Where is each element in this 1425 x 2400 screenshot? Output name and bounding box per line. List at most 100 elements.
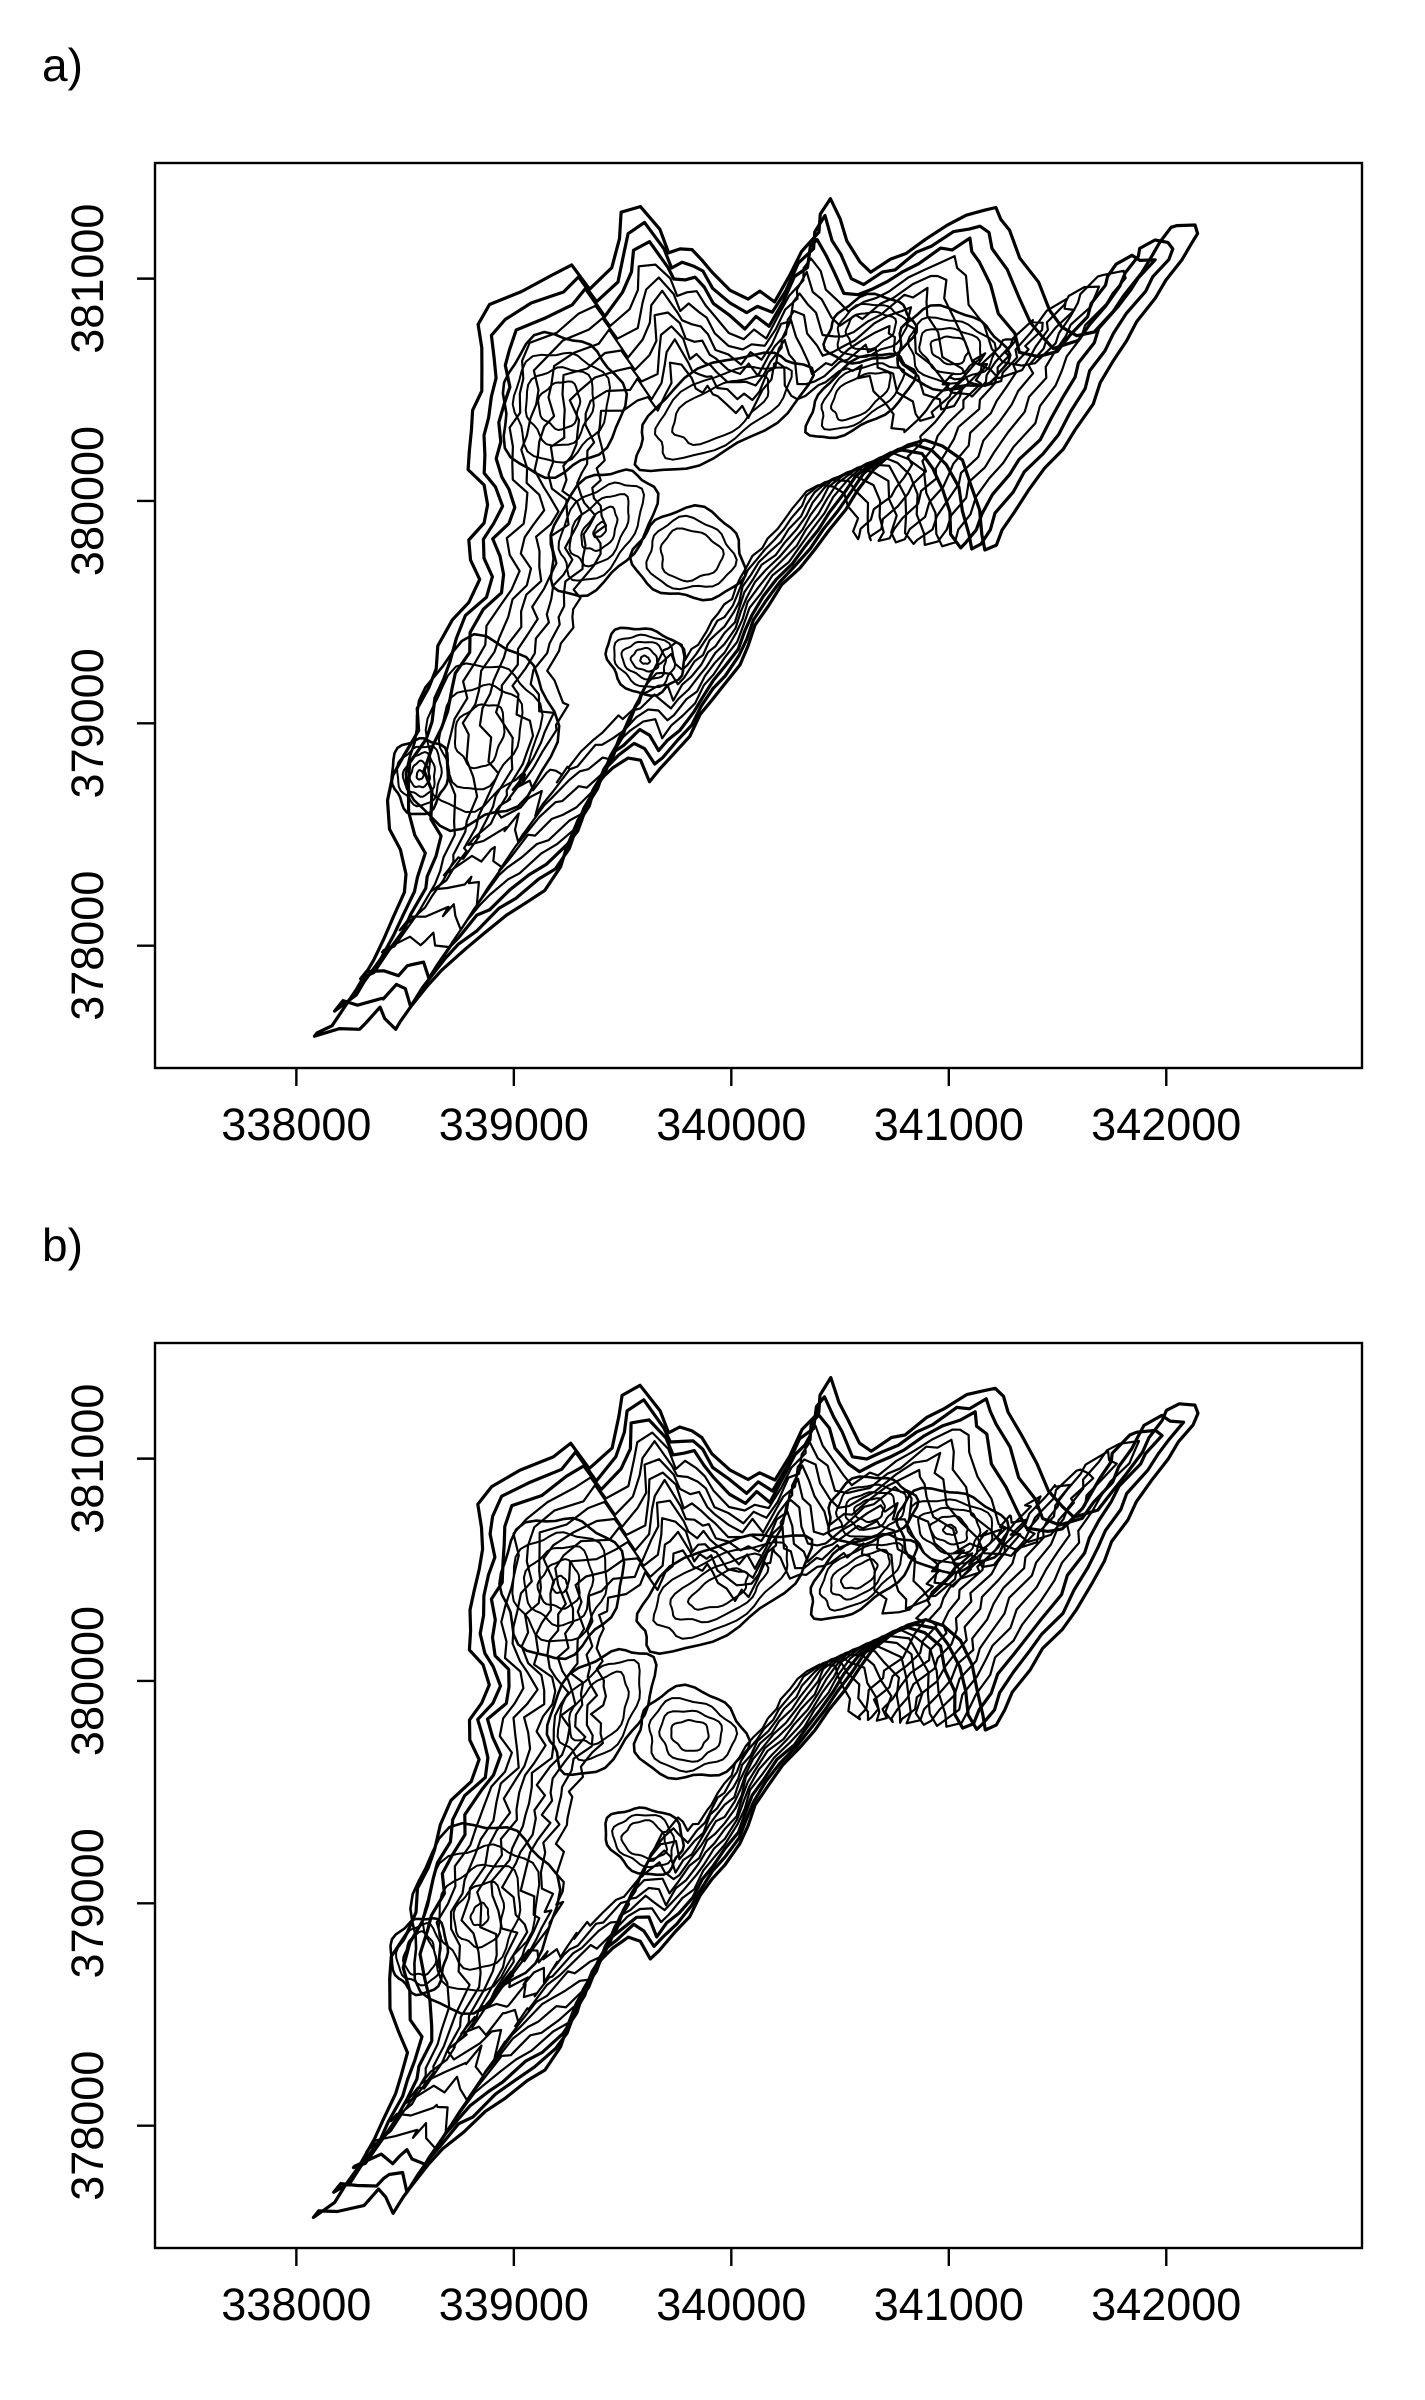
contour-line [421,1843,541,1992]
contour-line [670,1719,710,1752]
contour-line [804,352,918,440]
x-tick-label: 338000 [221,2279,371,2330]
contour-line [536,1558,581,1610]
contour-line [592,520,607,539]
contour-line [929,335,970,366]
contour-line [415,769,425,781]
contour-line [620,1819,668,1861]
contour-line [844,310,898,351]
contour-line [469,1901,490,1927]
y-tick-label: 378000 [62,2051,113,2201]
y-tick-label: 378000 [62,871,113,1021]
contour-line [604,626,687,698]
contour-line [404,632,561,833]
contour-line [635,1533,814,1655]
contour-line [917,1506,982,1555]
contour-line [830,1548,891,1601]
y-tick-label: 381000 [62,1384,113,1534]
contour-line [906,316,997,385]
contour-group [312,197,1200,1038]
contour-line [645,514,738,591]
contour-line [853,1497,886,1524]
contour-line [511,351,611,464]
contour-line [840,1558,879,1590]
x-tick-label: 338000 [221,1099,371,1150]
plot-frame [153,1341,1364,2250]
contour-line [632,1683,752,1781]
contour-line [453,703,506,770]
contour-line [389,1916,450,1997]
contour-line [809,1532,919,1621]
panel-label-a: a) [42,39,83,91]
contour-line [537,380,582,431]
contour-line [524,366,595,447]
contour-line [894,1486,1011,1575]
contour-group [311,1376,1200,2220]
contour-line [604,1806,686,1877]
contour-line [818,1542,904,1612]
contour-line [549,468,660,598]
chart-panel-b: b) 338000 339000 340000 341000 342000 378000 3… [0,1180,1425,2360]
x-tick-label: 341000 [874,1099,1024,1150]
contour-line [495,338,989,819]
contour-line [580,505,619,552]
contour-line [452,1880,506,1949]
contour-line [628,504,747,602]
contour-line [437,683,524,791]
contour-line [545,1647,658,1777]
contour-line [332,1395,1186,2194]
contour-line [408,759,431,789]
chart-panel-a: a) 338000 339000 340000 341000 342000 378000 3… [0,0,1425,1180]
contour-line [460,1499,1028,2037]
contour-line [941,1523,958,1536]
contour-line [671,374,770,446]
y-tick-label: 379000 [62,648,113,798]
contour-line [551,1574,569,1594]
plot-area-a: 338000 339000 340000 341000 342000 378000 3790… [62,161,1364,1150]
x-tick-label: 342000 [1091,1099,1241,1150]
contour-line [522,1545,595,1628]
plot-frame [153,161,1364,1070]
contour-line [557,481,645,582]
contour-line [611,1813,676,1869]
contour-line [498,1516,626,1661]
x-tick-label: 341000 [874,2279,1024,2330]
contour-line [511,361,966,792]
contour-line [365,1424,1141,2153]
contour-line [398,270,1101,932]
contour-line [351,1410,1164,2170]
contour-line [390,737,450,816]
contour-line [401,751,436,798]
contour-line [312,197,1200,1038]
contour-line [633,351,816,473]
contour-line [568,493,630,568]
plot-area-b: 338000 339000 340000 341000 342000 378000 3790… [62,1341,1364,2330]
panel-label-b: b) [42,1219,83,1271]
contour-line [467,318,1018,847]
contour-line [830,371,892,422]
contour-line [420,1464,1072,2085]
contour-line [820,362,906,431]
contour-line [478,1510,1003,2012]
contour-line [928,1515,969,1546]
contour-line [511,1531,608,1643]
contour-line [311,1376,1200,2220]
contour-line [647,1697,739,1773]
contour-line [396,745,443,808]
contour-line [669,1552,770,1624]
contour-line [918,327,982,376]
x-tick-label: 342000 [1091,2279,1241,2330]
contour-line [380,255,1127,954]
contour-line [658,1709,723,1763]
contour-line [501,330,629,480]
contour-line [686,1567,750,1611]
contour-line [389,1438,1118,2135]
contour-line [403,1451,1095,2105]
contour-line [844,1491,896,1531]
contour-line [568,1670,630,1746]
contour-line [835,1483,908,1538]
x-tick-label: 340000 [656,1099,806,1150]
contour-line [395,1922,442,1987]
x-tick-label: 340000 [656,2279,806,2330]
y-tick-label: 380000 [62,426,113,576]
